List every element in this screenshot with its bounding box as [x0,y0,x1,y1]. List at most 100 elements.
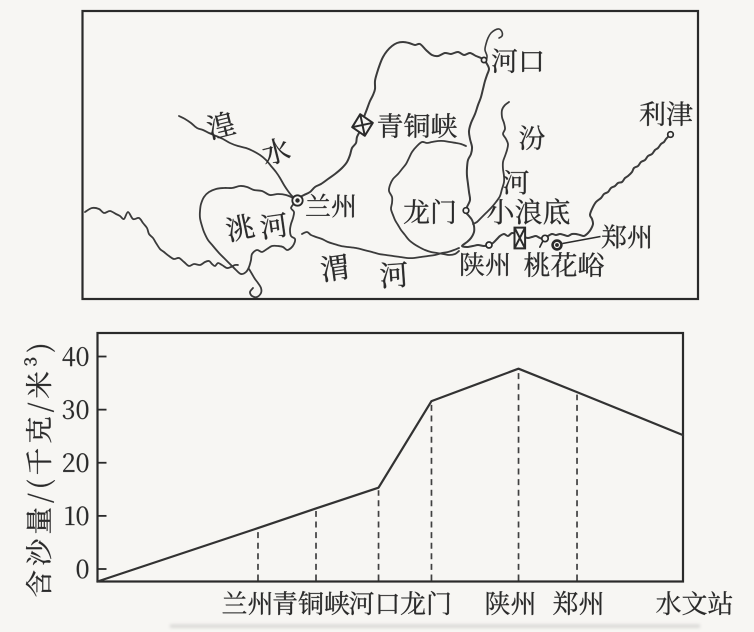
glyph-陕 [461,252,485,277]
glyph-湟 [206,111,237,141]
glyph-/ [27,402,54,413]
x-label-龙门 [400,590,451,616]
river-yellow-river-main [297,41,670,248]
chart-plot-border [96,331,685,583]
glyph-河 [260,211,286,240]
river-shanxi-tributary [388,139,467,256]
glyph-门 [432,198,456,225]
glyph-0 [76,400,89,420]
glyph-州 [248,591,272,616]
river-label-4 [320,253,348,283]
x-label-陕州 [486,591,535,616]
glyph-含 [25,570,52,597]
glyph-千 [26,448,52,475]
glyph-米 [25,371,52,399]
glyph-铜 [403,112,430,139]
glyph-0 [76,453,89,473]
station-longmen-label [403,198,456,225]
river-taohe-loop [198,185,297,275]
glyph-桃 [524,251,550,278]
x-label-青铜峡 [273,590,350,616]
glyph-陕 [486,591,510,616]
station-shanzhou-label [461,252,509,277]
river-label-6 [519,125,545,151]
station-taohuayu-marker [539,234,550,248]
x-label-兰州 [222,590,272,616]
glyph-峡 [324,590,350,616]
glyph-津 [666,101,693,127]
station-lanzhou-marker [291,194,304,207]
station-zhengzhou-leader-line [562,235,601,245]
station-zhengzhou-marker [551,239,563,251]
glyph-浪 [515,198,542,225]
glyph-3 [62,400,75,420]
glyph-水 [656,591,681,616]
river-label-5 [379,261,407,289]
glyph-河 [379,261,407,289]
bottom-scan-smudge [170,624,700,628]
river-label-0 [206,111,237,141]
glyph-河 [349,591,374,616]
river-label-2 [225,213,256,243]
y-tick-label-0 [76,559,89,579]
y-tick-label-30 [62,400,89,420]
map-frame [81,9,700,301]
y-tick-label-10 [65,506,89,526]
glyph-河 [503,169,529,195]
river-hekou-stream [484,28,504,63]
glyph-青 [377,113,403,139]
glyph-1 [65,506,75,526]
glyph-峡 [431,112,457,139]
glyph-青 [273,591,297,616]
y-tick-label-40 [62,346,89,367]
station-hekou-marker [480,56,488,64]
station-xiaolangdi-label [487,198,570,225]
scan-artifacts [170,624,700,628]
glyph-龙 [400,591,426,616]
glyph-门 [428,590,451,616]
glyph-花 [550,252,577,278]
river-upper-meander [84,206,239,269]
glyph-口 [522,50,543,73]
glyph-州 [485,252,509,277]
glyph-汾 [519,125,545,151]
glyph-州 [579,591,603,616]
glyph-渭 [320,253,348,283]
station-lanzhou-label [305,193,355,218]
glyph-利 [639,101,665,127]
station-qingtongxia-marker [351,113,374,137]
sediment-curve [96,367,685,583]
river-huangshui [178,115,297,200]
glyph-³ [24,357,37,367]
map-panel [81,9,700,301]
y-tick-label-20 [63,453,89,473]
glyph-龙 [403,199,430,225]
x-label-河口 [349,591,399,616]
station-zhengzhou-label [601,224,651,249]
glyph-河 [491,48,518,74]
x-axis-unit-label [656,591,733,616]
glyph-2 [63,453,75,473]
glyph-克 [25,417,52,443]
y-axis-title [24,344,56,597]
station-lijin-label [639,101,693,127]
glyph-郑 [552,590,578,616]
station-lijin-marker [666,130,675,139]
chart-panel [24,331,733,616]
glyph-4 [62,347,76,367]
glyph-州 [511,591,535,616]
glyph-/ [27,493,54,503]
glyph-( [26,479,56,487]
station-xiaolangdi-marker [513,226,527,250]
glyph-0 [76,506,89,526]
glyph-郑 [601,224,627,249]
glyph-) [26,344,56,352]
glyph-站 [708,591,733,616]
glyph-量 [26,508,51,534]
glyph-0 [76,559,89,579]
glyph-洮 [225,213,256,243]
river-taohe-tail [248,268,263,299]
